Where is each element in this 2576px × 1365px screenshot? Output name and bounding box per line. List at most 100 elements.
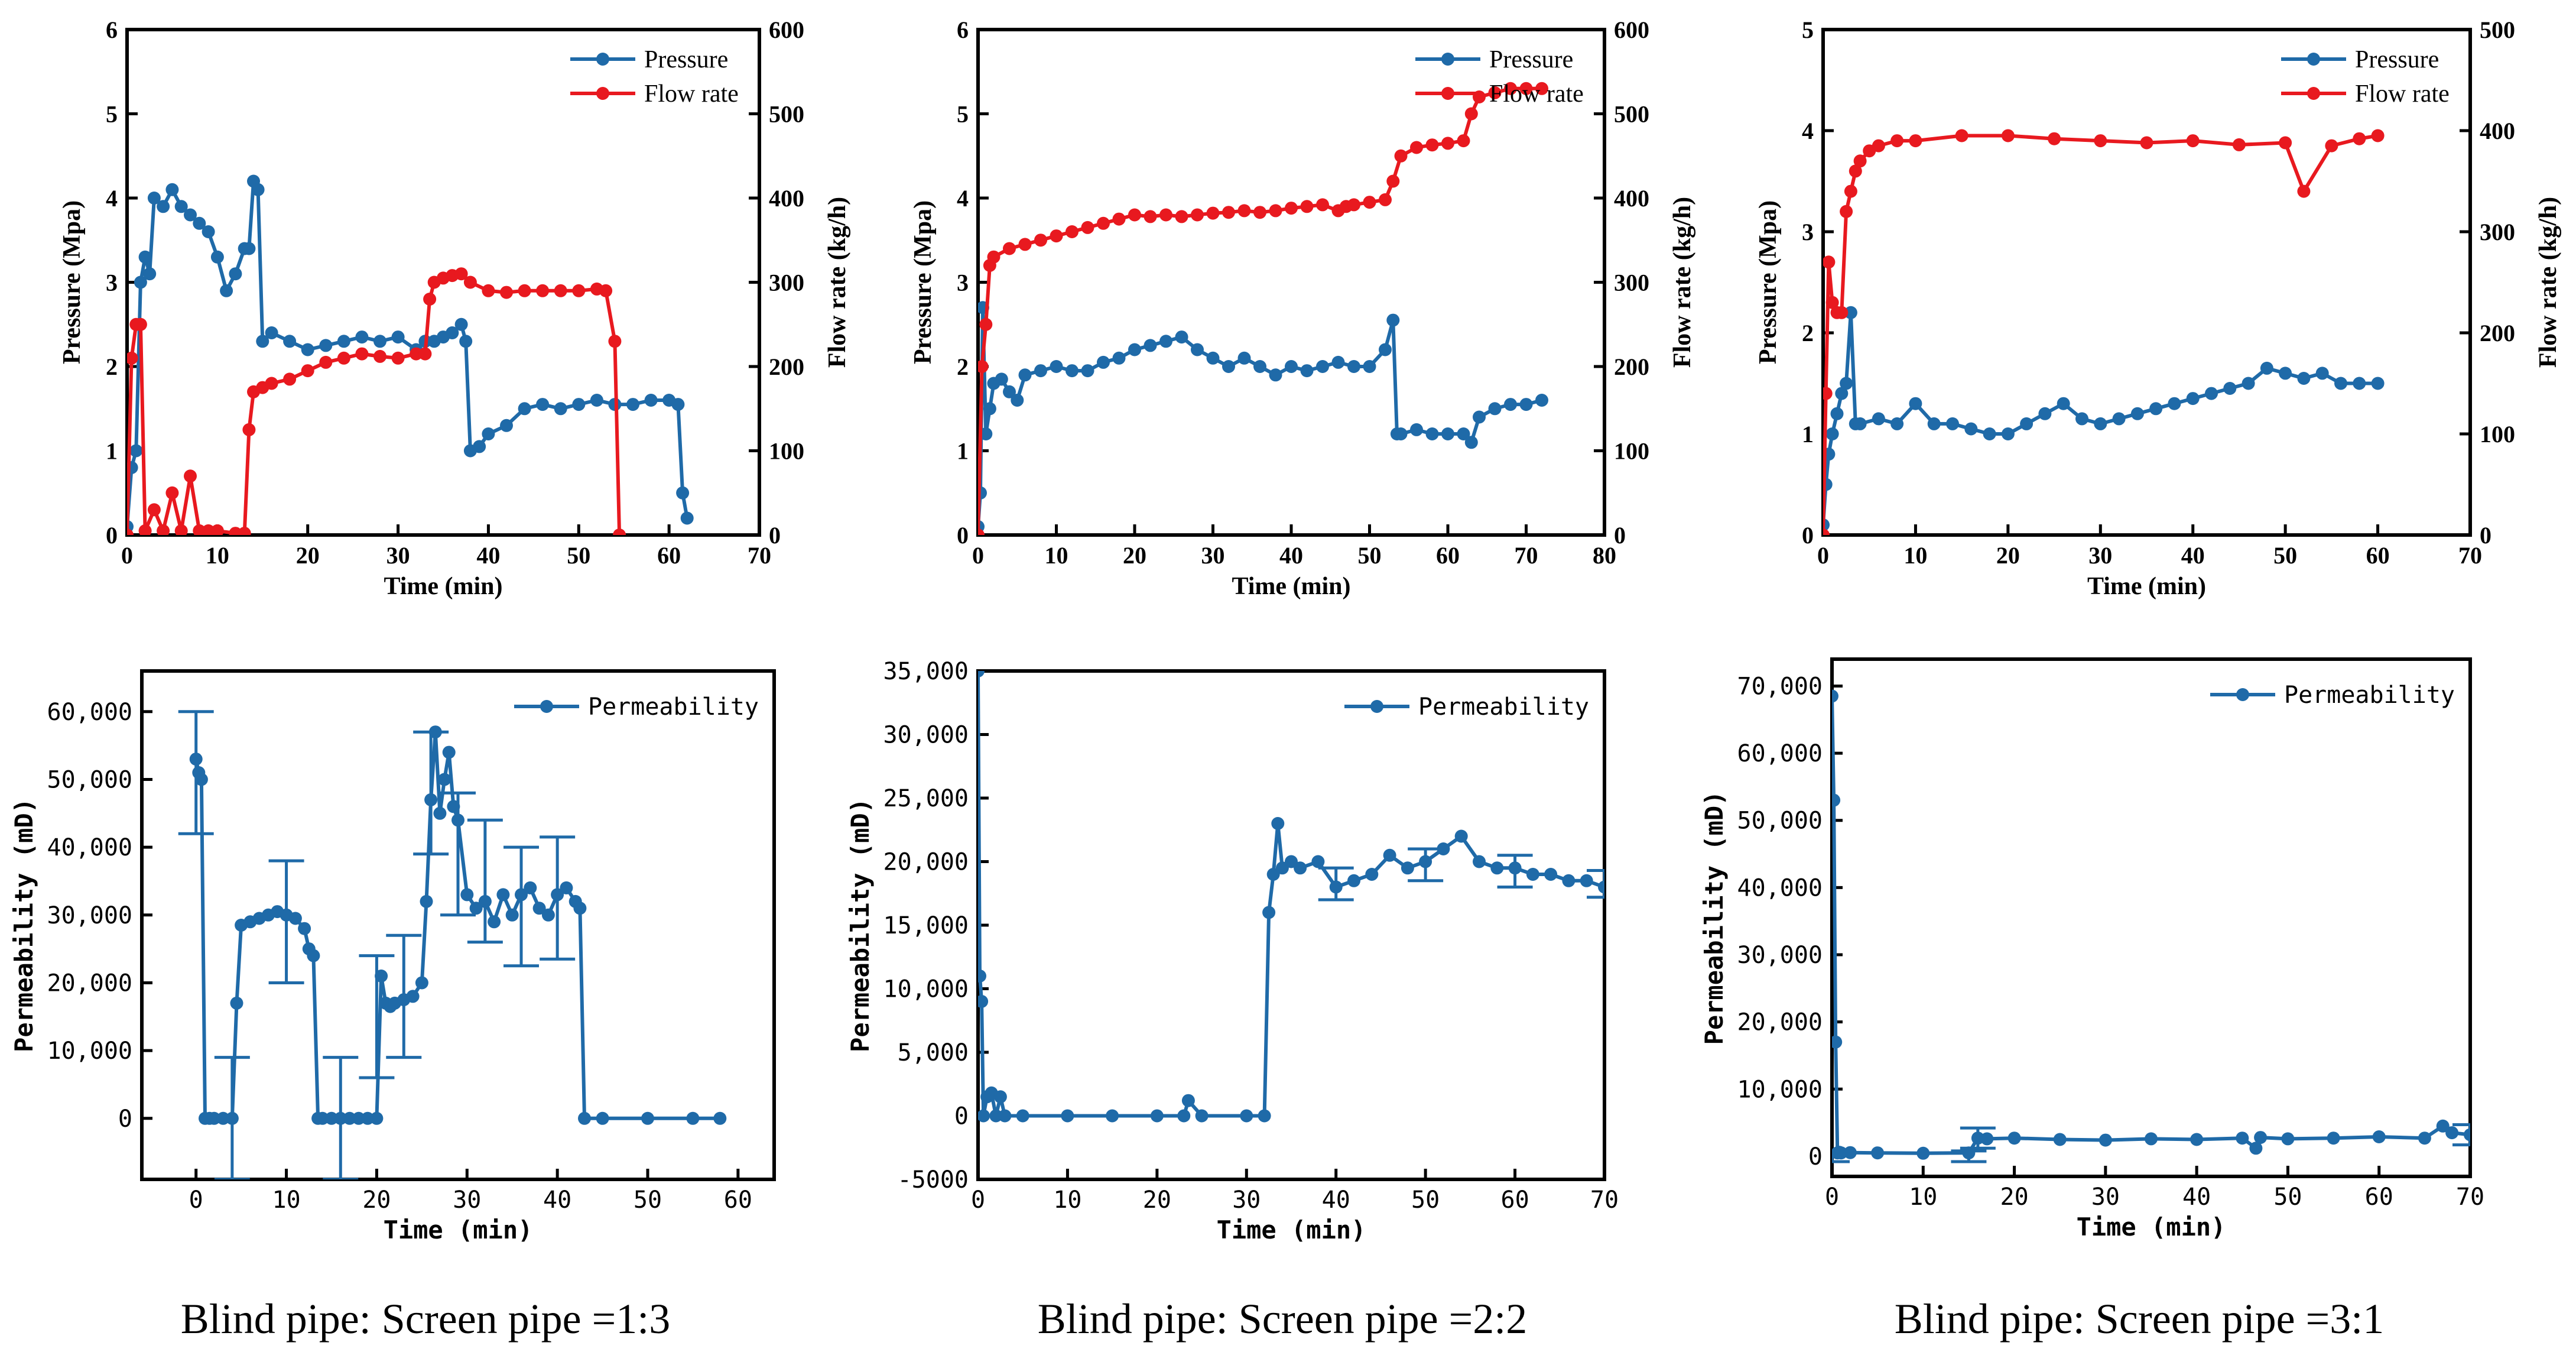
error-bar <box>1587 869 1604 899</box>
data-point <box>415 976 428 990</box>
data-point <box>2038 407 2052 420</box>
y2-tick-label: 300 <box>1614 270 1649 296</box>
data-point <box>1206 206 1220 220</box>
data-point <box>560 881 573 894</box>
y-tick-label: 6 <box>957 17 969 43</box>
data-point <box>578 1111 591 1125</box>
x-tick-label: 30 <box>2091 1184 2120 1211</box>
y-tick-label: 3 <box>106 270 118 296</box>
data-point <box>1464 436 1478 449</box>
y2-tick-label: 100 <box>769 438 804 465</box>
data-point <box>590 394 603 407</box>
y-tick-label: 2 <box>106 354 118 380</box>
data-point <box>599 284 613 297</box>
data-point <box>1401 861 1414 875</box>
data-point <box>1843 1146 1857 1159</box>
y2-tick-label: 200 <box>2480 320 2515 346</box>
data-point <box>573 902 587 915</box>
data-point <box>210 250 224 264</box>
data-point <box>301 364 314 378</box>
x-tick-label: 30 <box>386 542 410 569</box>
data-point <box>423 293 437 306</box>
data-point <box>978 995 989 1008</box>
data-point <box>463 275 477 289</box>
x-tick-label: 30 <box>453 1186 481 1214</box>
y-tick-label: 25,000 <box>883 785 969 812</box>
legend-label: Flow rate <box>1489 80 1584 108</box>
data-point <box>2232 138 2246 151</box>
data-point <box>2094 134 2107 148</box>
data-point <box>572 398 586 411</box>
data-point <box>2297 372 2311 385</box>
y2-tick-label: 0 <box>769 522 781 549</box>
data-point <box>532 902 546 915</box>
data-point <box>2254 1131 2268 1144</box>
data-point <box>337 351 350 365</box>
charts-layer: 0 10 20 30 40 50 60 700123456010020030040050060… <box>9 17 2562 1244</box>
data-point <box>496 888 510 902</box>
y-tick-label: 0 <box>957 522 969 549</box>
data-point <box>1003 385 1016 398</box>
x-tick-label: 40 <box>2182 1184 2211 1211</box>
y-tick-label: 20,000 <box>47 970 133 997</box>
data-point <box>127 529 134 535</box>
y2-tick-label: 600 <box>769 17 804 43</box>
data-point <box>1311 855 1325 868</box>
y-axis-title: Pressure (Mpa) <box>909 200 937 364</box>
data-point <box>1331 355 1345 369</box>
data-point <box>1840 377 1853 390</box>
data-point <box>355 347 369 361</box>
x-tick-label: 50 <box>2273 1184 2302 1211</box>
data-point <box>1159 335 1172 348</box>
y-tick-label: 4 <box>957 185 969 212</box>
data-point <box>1159 208 1172 222</box>
y2-tick-label: 400 <box>2480 118 2515 144</box>
data-point <box>1983 427 1996 440</box>
error-bar <box>268 859 304 984</box>
x-tick-label: 10 <box>1909 1184 1937 1211</box>
data-point <box>1386 313 1400 327</box>
data-point <box>406 990 420 1003</box>
data-point <box>127 351 138 365</box>
data-point <box>554 402 567 416</box>
y-tick-label: 2 <box>1802 320 1814 346</box>
data-point <box>1454 829 1468 843</box>
data-point <box>482 284 495 297</box>
data-point <box>2149 402 2163 416</box>
data-point <box>433 806 447 820</box>
data-point <box>1849 164 1862 178</box>
data-point <box>265 377 278 390</box>
data-point <box>370 1111 384 1125</box>
data-point <box>1191 208 1204 222</box>
chart-bottom-1: 0 10 20 30 40 50 60 0 10,000 20,000 30,000 40,000 50… <box>9 669 776 1244</box>
data-point <box>1872 139 1885 153</box>
data-point <box>1050 360 1063 373</box>
data-point <box>1825 296 1839 309</box>
y-tick-label: 20,000 <box>1737 1009 1823 1036</box>
data-point <box>1508 861 1522 875</box>
data-point <box>2249 1142 2263 1155</box>
legend-label: Pressure <box>644 46 728 73</box>
data-point <box>1844 306 1857 319</box>
y-tick-label: 30,000 <box>47 902 133 929</box>
x-tick-label: 50 <box>1411 1186 1440 1214</box>
plot-area <box>178 710 727 1179</box>
data-point <box>505 908 519 922</box>
data-point <box>1347 874 1360 887</box>
data-point <box>1909 134 1922 148</box>
data-point <box>1081 364 1094 378</box>
data-point <box>2297 184 2311 198</box>
x-tick-label: 60 <box>724 1186 752 1214</box>
data-point <box>2371 129 2385 142</box>
data-point <box>2094 417 2107 430</box>
series-line-pressure <box>127 179 689 527</box>
x-tick-label: 0 <box>1825 1184 1839 1211</box>
data-point <box>256 335 269 348</box>
y-axis-title: Permeability (mD) <box>9 798 38 1052</box>
y2-tick-label: 0 <box>1614 522 1626 549</box>
data-point <box>626 398 639 411</box>
data-point <box>500 286 513 299</box>
caption-3: Blind pipe: Screen pipe =3:1 <box>1895 1295 2384 1343</box>
data-point <box>202 225 215 238</box>
data-point <box>2075 412 2088 426</box>
